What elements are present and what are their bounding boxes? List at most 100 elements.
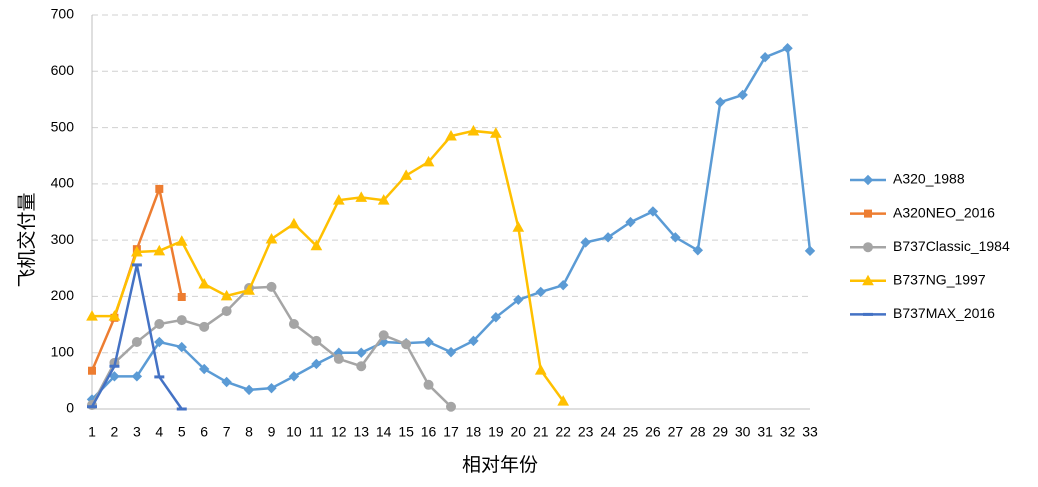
marker [401, 339, 412, 350]
legend-label: B737Classic_1984 [893, 238, 1010, 254]
marker [176, 315, 187, 326]
marker [804, 245, 816, 257]
x-tick-label: 21 [533, 424, 549, 440]
marker [108, 310, 121, 321]
x-tick-label: 13 [353, 424, 369, 440]
x-tick-label: 33 [802, 424, 818, 440]
x-tick-label: 24 [600, 424, 616, 440]
y-tick-label: 600 [51, 62, 75, 78]
x-tick-label: 27 [668, 424, 684, 440]
y-tick-label: 400 [51, 175, 75, 191]
marker [356, 347, 367, 358]
y-tick-label: 0 [66, 400, 74, 416]
x-tick-label: 4 [155, 424, 163, 440]
marker [266, 281, 277, 292]
marker [88, 366, 96, 375]
x-tick-label: 17 [443, 424, 459, 440]
marker [243, 384, 255, 396]
marker [557, 395, 570, 406]
legend-label: A320_1988 [893, 171, 965, 187]
x-tick-label: 19 [488, 424, 504, 440]
marker [864, 209, 872, 218]
marker [423, 336, 434, 348]
x-tick-label: 28 [690, 424, 706, 440]
x-tick-label: 20 [511, 424, 527, 440]
marker [512, 221, 525, 232]
marker [199, 321, 210, 332]
y-tick-label: 100 [51, 343, 75, 359]
x-tick-label: 7 [223, 424, 231, 440]
marker [602, 232, 614, 243]
x-tick-label: 26 [645, 424, 661, 440]
marker [153, 244, 166, 256]
marker [265, 232, 278, 244]
marker [513, 294, 524, 306]
x-tick-label: 3 [133, 424, 141, 440]
marker [490, 127, 502, 138]
legend-label: A320NEO_2016 [893, 204, 995, 220]
x-tick-label: 2 [111, 424, 119, 440]
marker [266, 382, 277, 394]
marker [782, 43, 793, 54]
marker [400, 169, 412, 180]
marker [175, 235, 188, 246]
marker [154, 336, 165, 348]
x-tick-label: 25 [623, 424, 639, 440]
marker [288, 319, 299, 330]
marker [378, 330, 389, 341]
x-tick-label: 31 [757, 424, 773, 440]
marker [862, 174, 874, 186]
x-tick-label: 32 [780, 424, 796, 440]
marker [355, 191, 368, 202]
marker [311, 335, 322, 346]
series-line [92, 129, 565, 402]
x-tick-label: 1 [88, 424, 96, 440]
x-tick-label: 22 [555, 424, 571, 440]
marker [243, 284, 255, 295]
marker [198, 363, 210, 375]
marker [647, 206, 659, 217]
marker [333, 353, 344, 364]
marker [692, 245, 704, 256]
marker [288, 371, 300, 382]
marker [377, 194, 390, 205]
marker [670, 232, 681, 243]
marker [534, 364, 547, 375]
marker [862, 274, 874, 286]
marker [625, 216, 636, 228]
marker [177, 292, 186, 301]
x-tick-label: 10 [286, 424, 302, 440]
marker [86, 310, 98, 321]
marker [310, 239, 323, 251]
x-tick-label: 11 [309, 424, 324, 440]
x-tick-label: 12 [331, 424, 347, 440]
legend-label: B737MAX_2016 [893, 305, 995, 321]
series-line [91, 46, 812, 401]
marker [863, 242, 873, 253]
marker [467, 124, 480, 136]
x-tick-label: 29 [712, 424, 728, 440]
marker [131, 371, 143, 382]
x-tick-label: 30 [735, 424, 751, 440]
marker [737, 89, 748, 101]
marker [176, 341, 187, 353]
marker [221, 306, 232, 317]
y-tick-label: 200 [51, 287, 75, 303]
x-tick-label: 6 [200, 424, 208, 440]
y-axis-label: 飞机交付量 [16, 192, 38, 287]
y-tick-label: 500 [51, 118, 75, 134]
marker [131, 337, 142, 348]
marker [220, 289, 233, 301]
x-tick-label: 14 [376, 424, 392, 440]
marker [535, 286, 546, 298]
marker [468, 335, 479, 347]
marker [221, 376, 232, 388]
x-axis-label: 相对年份 [462, 454, 538, 476]
marker [445, 129, 457, 141]
x-tick-label: 15 [398, 424, 414, 440]
marker [557, 279, 569, 291]
marker [131, 245, 143, 257]
marker [490, 312, 502, 323]
marker [422, 155, 435, 167]
